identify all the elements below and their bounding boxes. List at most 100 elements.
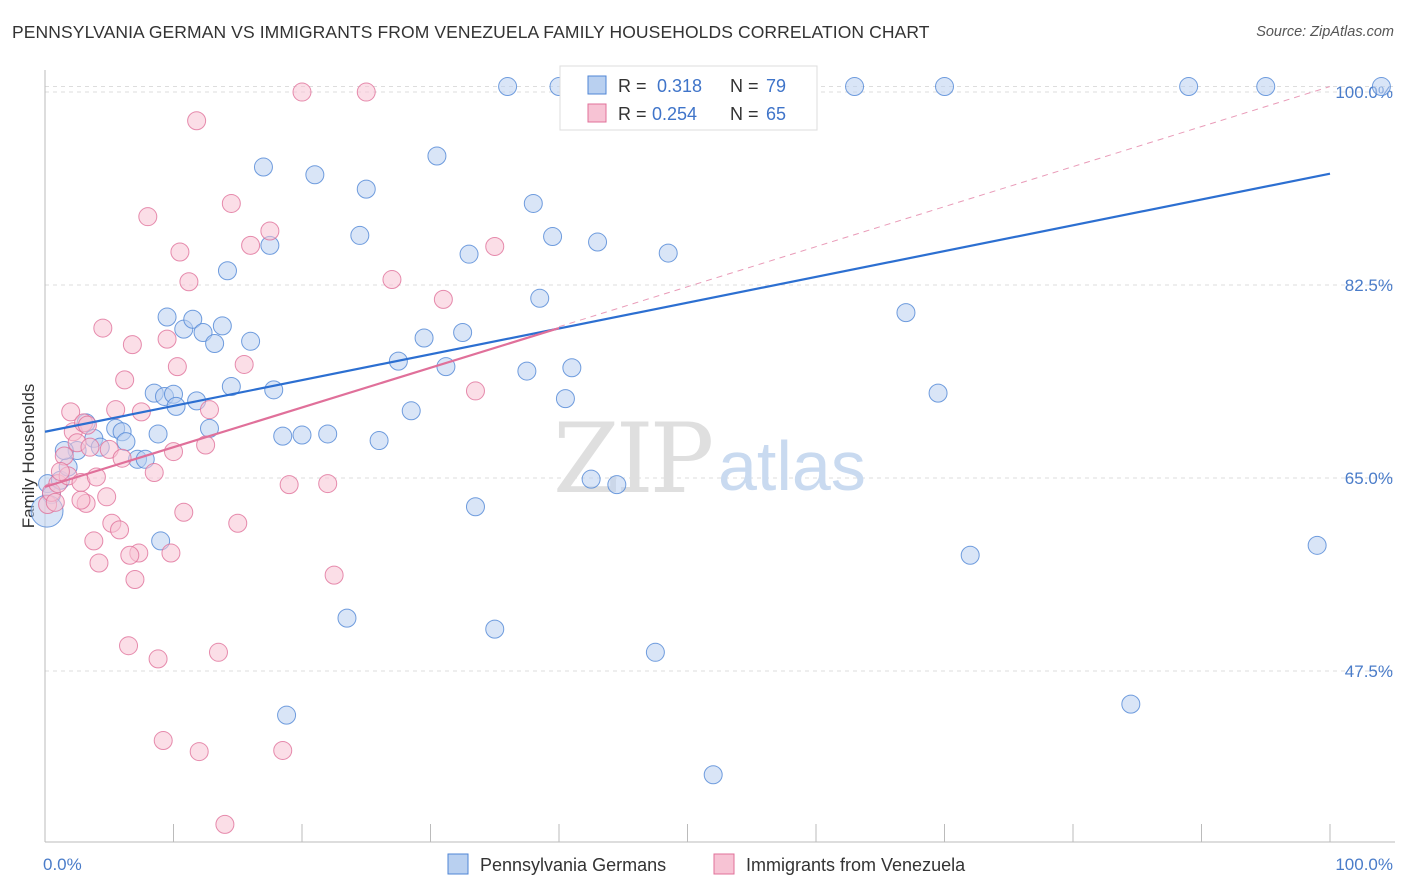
point-ven-31	[153, 731, 173, 751]
point-pa-41	[369, 431, 389, 451]
series-immigrants-venezuela	[38, 82, 505, 834]
bottom-legend-swatch-blue	[447, 853, 469, 875]
point-pa-29	[253, 157, 273, 177]
point-ven-49	[260, 221, 280, 241]
point-ven-36	[170, 242, 190, 262]
point-pa-17	[157, 307, 177, 327]
point-pa-43	[401, 401, 421, 421]
bottom-legend-label-1: Pennsylvania Germans	[480, 855, 666, 875]
point-ven-40	[189, 742, 209, 762]
point-pa-50	[485, 619, 505, 639]
point-pa-61	[607, 475, 627, 495]
watermark: ZIP atlas	[553, 403, 866, 515]
point-pa-51	[498, 77, 518, 97]
point-pa-37	[318, 424, 338, 444]
point-pa-55	[543, 227, 563, 247]
x-tick-labels: 0.0% 100.0%	[43, 855, 1393, 874]
point-ven-28	[138, 207, 158, 227]
point-pa-36	[305, 165, 325, 185]
series-pennsylvania-germans	[30, 77, 1391, 785]
point-ven-55	[356, 82, 376, 102]
point-pa-60	[588, 232, 608, 252]
point-pa-68	[896, 303, 916, 323]
point-pa-48	[459, 244, 479, 264]
point-ven-47	[234, 354, 254, 374]
point-ven-15	[93, 318, 113, 338]
point-ven-20	[110, 520, 130, 540]
point-ven-25	[125, 570, 145, 590]
point-pa-23	[193, 322, 213, 342]
legend-r-value-1: 0.318	[657, 76, 702, 96]
point-pa-58	[562, 358, 582, 378]
point-ven-51	[279, 475, 299, 495]
point-ven-48	[241, 235, 261, 255]
point-pa-62	[645, 642, 665, 662]
point-pa-54	[530, 288, 550, 308]
point-pa-10	[116, 432, 136, 452]
point-ven-37	[174, 502, 194, 522]
point-pa-45	[427, 146, 447, 166]
trend-line-pa-germans	[44, 172, 1331, 433]
point-pa-76	[1371, 77, 1391, 97]
point-ven-43	[208, 642, 228, 662]
point-pa-73	[1179, 77, 1199, 97]
point-ven-5	[61, 402, 81, 422]
point-pa-25	[205, 334, 225, 354]
y-tick-label-0: 47.5%	[1345, 662, 1393, 681]
point-pa-26	[212, 316, 232, 336]
legend-r-label-2: R =	[618, 104, 647, 124]
point-pa-57	[555, 389, 575, 409]
point-ven-34	[164, 442, 183, 462]
point-pa-39	[350, 225, 370, 245]
point-pa-71	[960, 545, 980, 565]
point-ven-50	[273, 740, 293, 760]
point-pa-75	[1307, 535, 1327, 555]
point-ven-41	[196, 435, 216, 455]
legend-n-value-1: 79	[766, 76, 786, 96]
bottom-legend-swatch-pink	[713, 853, 735, 875]
trend-lines	[44, 86, 1331, 488]
point-ven-16	[97, 487, 117, 507]
point-ven-29	[144, 463, 164, 483]
point-pa-27	[217, 261, 237, 281]
point-pa-14	[148, 424, 168, 444]
point-ven-54	[324, 565, 344, 585]
point-ven-56	[382, 270, 402, 290]
x-tick-label-0: 0.0%	[43, 855, 82, 874]
y-tick-label-2: 82.5%	[1345, 276, 1393, 295]
x-tick-label-1: 100.0%	[1335, 855, 1393, 874]
point-ven-58	[465, 381, 485, 401]
bottom-legend-label-2: Immigrants from Venezuela	[746, 855, 966, 875]
point-ven-12	[84, 531, 104, 551]
point-pa-30	[241, 331, 261, 351]
point-ven-46	[228, 513, 248, 533]
point-ven-57	[433, 289, 453, 309]
watermark-zip: ZIP	[553, 403, 712, 515]
point-ven-11	[80, 437, 100, 457]
point-ven-22	[115, 370, 135, 390]
axes	[44, 70, 1395, 843]
point-pa-47	[453, 322, 473, 342]
point-ven-30	[148, 649, 168, 669]
legend-r-label-1: R =	[618, 76, 647, 96]
point-ven-19	[106, 400, 126, 420]
legend-r-value-2: 0.254	[652, 104, 697, 124]
point-pa-33	[273, 426, 293, 446]
point-pa-35	[292, 425, 312, 445]
legend-n-value-2: 65	[766, 104, 786, 124]
legend-n-label-1: N =	[730, 76, 759, 96]
point-ven-44	[215, 814, 235, 834]
point-pa-69	[928, 383, 948, 403]
point-ven-24	[122, 335, 142, 355]
point-pa-21	[183, 309, 203, 329]
point-ven-39	[187, 111, 207, 131]
point-pa-72	[1121, 694, 1141, 714]
point-pa-70	[935, 77, 954, 97]
grid-lines	[45, 86, 1395, 672]
point-ven-62	[45, 492, 65, 512]
point-pa-59	[581, 469, 601, 489]
point-pa-63	[658, 243, 678, 263]
y-axis-label: Family Households	[19, 384, 38, 529]
point-ven-60	[71, 490, 91, 510]
bottom-legend: Pennsylvania Germans Immigrants from Ven…	[447, 853, 966, 875]
